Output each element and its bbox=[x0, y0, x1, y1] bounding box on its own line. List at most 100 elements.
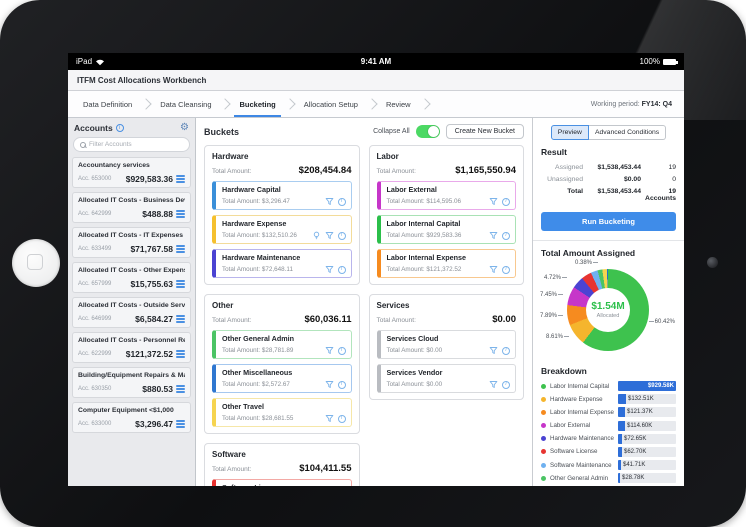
donut-chart: $1.54M Allocated 0.38% 4.72% 7.45% 7.89% 8.6… bbox=[540, 260, 676, 360]
bucket-amount: Total Amount: $132,510.26 bbox=[222, 232, 297, 239]
filter-icon[interactable] bbox=[489, 265, 498, 274]
bulb-icon[interactable] bbox=[312, 231, 321, 240]
account-card[interactable]: Building/Equipment Repairs & Maint... Ac… bbox=[72, 367, 191, 398]
info-icon[interactable] bbox=[502, 346, 510, 355]
breakdown-row[interactable]: Software Maintenance $41.71K bbox=[541, 460, 676, 471]
step-chevron-icon bbox=[418, 98, 431, 110]
account-card[interactable]: Accountancy services Acc. 653000 $929,58… bbox=[72, 157, 191, 188]
info-icon[interactable] bbox=[337, 265, 346, 274]
filter-icon[interactable] bbox=[325, 197, 334, 206]
filter-icon[interactable] bbox=[325, 231, 334, 240]
bucket-card[interactable]: Software License Total Amount: $62,703.2… bbox=[212, 479, 352, 486]
breakdown-row[interactable]: Labor Internal Expense $121.37K bbox=[541, 407, 676, 418]
bucket-group-name: Other bbox=[212, 301, 234, 310]
breakdown-label: Hardware Maintenance bbox=[550, 435, 614, 443]
breakdown-row[interactable]: Software License $62.70K bbox=[541, 446, 676, 457]
account-card[interactable]: Allocated IT Costs - Personnel Relat... … bbox=[72, 332, 191, 363]
account-card[interactable]: Allocated IT Costs - Outside Service... … bbox=[72, 297, 191, 328]
create-new-bucket-button[interactable]: Create New Bucket bbox=[445, 124, 524, 139]
total-amount: $1,538,453.44 bbox=[597, 187, 641, 195]
tab-advanced-conditions[interactable]: Advanced Conditions bbox=[588, 125, 667, 140]
filter-icon[interactable] bbox=[325, 265, 334, 274]
filter-accounts-input[interactable] bbox=[89, 141, 183, 148]
home-button[interactable] bbox=[12, 239, 60, 287]
account-amount: $880.53 bbox=[142, 384, 173, 394]
breakdown-row[interactable]: Hardware Maintenance $72.65K bbox=[541, 433, 676, 444]
donut-ring[interactable] bbox=[567, 269, 649, 351]
breakdown-row[interactable]: Labor External $114.60K bbox=[541, 420, 676, 431]
bucket-card[interactable]: Labor External Total Amount: $114,595.06 bbox=[376, 181, 516, 210]
info-icon[interactable] bbox=[337, 346, 346, 355]
bucket-card[interactable]: Other General Admin Total Amount: $28,78… bbox=[212, 330, 352, 359]
bucket-card[interactable]: Services Cloud Total Amount: $0.00 bbox=[376, 330, 516, 359]
bucket-group-other: Other Total Amount: $60,036.11 Other Gen… bbox=[204, 294, 360, 434]
unassigned-count: 0 bbox=[672, 175, 676, 183]
bucket-card[interactable]: Hardware Capital Total Amount: $3,296.47 bbox=[212, 181, 352, 210]
breakdown-bar: $132.51K bbox=[618, 394, 676, 405]
collapse-all-toggle[interactable] bbox=[415, 125, 440, 138]
breakdown-value: $62.70K bbox=[624, 448, 647, 455]
info-icon[interactable] bbox=[337, 197, 346, 206]
bucket-amount: Total Amount: $114,595.06 bbox=[386, 198, 461, 205]
bucket-card[interactable]: Hardware Maintenance Total Amount: $72,6… bbox=[212, 249, 352, 278]
run-bucketing-button[interactable]: Run Bucketing bbox=[541, 212, 676, 231]
total-label: Total bbox=[567, 187, 583, 195]
series-color-dot bbox=[541, 436, 546, 442]
info-icon[interactable] bbox=[502, 380, 510, 389]
accounts-info-icon[interactable] bbox=[115, 124, 124, 132]
filter-icon[interactable] bbox=[489, 231, 498, 240]
bucket-name: Software License bbox=[222, 483, 346, 486]
account-menu-icon[interactable] bbox=[176, 175, 185, 183]
filter-icon[interactable] bbox=[325, 380, 334, 389]
series-color-dot bbox=[541, 475, 546, 481]
filter-icon[interactable] bbox=[489, 380, 498, 389]
gear-icon[interactable]: ⚙ bbox=[180, 122, 189, 133]
tab-review[interactable]: Review bbox=[385, 99, 411, 109]
account-menu-icon[interactable] bbox=[176, 245, 185, 253]
bucket-card[interactable]: Other Miscellaneous Total Amount: $2,572… bbox=[212, 364, 352, 393]
info-icon[interactable] bbox=[502, 265, 510, 274]
bucket-card[interactable]: Other Travel Total Amount: $28,681.55 bbox=[212, 398, 352, 427]
account-card[interactable]: Allocated IT Costs - IT Expenses Acc. 63… bbox=[72, 227, 191, 258]
bucket-card[interactable]: Hardware Expense Total Amount: $132,510.… bbox=[212, 215, 352, 244]
mode-segmented-control: Preview Advanced Conditions bbox=[541, 125, 676, 140]
bucket-card[interactable]: Services Vendor Total Amount: $0.00 bbox=[376, 364, 516, 393]
account-number: Acc. 646999 bbox=[78, 316, 112, 322]
series-color-dot bbox=[541, 462, 546, 468]
account-card[interactable]: Allocated IT Costs - Other Expenses Acc.… bbox=[72, 262, 191, 293]
info-icon[interactable] bbox=[502, 197, 510, 206]
account-menu-icon[interactable] bbox=[176, 385, 185, 393]
bucket-card[interactable]: Labor Internal Expense Total Amount: $12… bbox=[376, 249, 516, 278]
account-card[interactable]: Computer Equipment <$1,000 Acc. 633000 $… bbox=[72, 402, 191, 433]
series-color-dot bbox=[541, 423, 546, 429]
breakdown-label: Labor External bbox=[550, 422, 591, 430]
account-menu-icon[interactable] bbox=[176, 315, 185, 323]
tab-data-cleansing[interactable]: Data Cleansing bbox=[160, 99, 212, 109]
info-icon[interactable] bbox=[337, 231, 346, 240]
info-icon[interactable] bbox=[337, 380, 346, 389]
filter-icon[interactable] bbox=[489, 197, 498, 206]
account-menu-icon[interactable] bbox=[176, 350, 185, 358]
info-icon[interactable] bbox=[502, 231, 510, 240]
filter-icon[interactable] bbox=[325, 346, 334, 355]
filter-icon[interactable] bbox=[489, 346, 498, 355]
account-menu-icon[interactable] bbox=[176, 420, 185, 428]
filter-icon[interactable] bbox=[325, 414, 334, 423]
breakdown-value: $114.60K bbox=[627, 422, 653, 429]
breakdown-row[interactable]: Hardware Expense $132.51K bbox=[541, 394, 676, 405]
breakdown-row[interactable]: Labor Internal Capital $929.58K bbox=[541, 381, 676, 391]
account-menu-icon[interactable] bbox=[176, 210, 185, 218]
info-icon[interactable] bbox=[337, 414, 346, 423]
bucket-amount: Total Amount: $121,372.52 bbox=[386, 266, 462, 273]
tab-allocation-setup[interactable]: Allocation Setup bbox=[303, 99, 358, 109]
bucket-card[interactable]: Labor Internal Capital Total Amount: $92… bbox=[376, 215, 516, 244]
breakdown-value: $41.71K bbox=[623, 462, 646, 469]
assigned-count: 19 bbox=[668, 163, 676, 171]
tab-preview[interactable]: Preview bbox=[550, 125, 589, 140]
breakdown-row[interactable]: Other General Admin $28.78K bbox=[541, 473, 676, 484]
account-card[interactable]: Allocated IT Costs - Business Devel... A… bbox=[72, 192, 191, 223]
tab-bucketing[interactable]: Bucketing bbox=[230, 91, 284, 117]
account-menu-icon[interactable] bbox=[176, 280, 185, 288]
filter-accounts-field[interactable] bbox=[73, 137, 190, 152]
tab-data-definition[interactable]: Data Definition bbox=[83, 99, 133, 109]
